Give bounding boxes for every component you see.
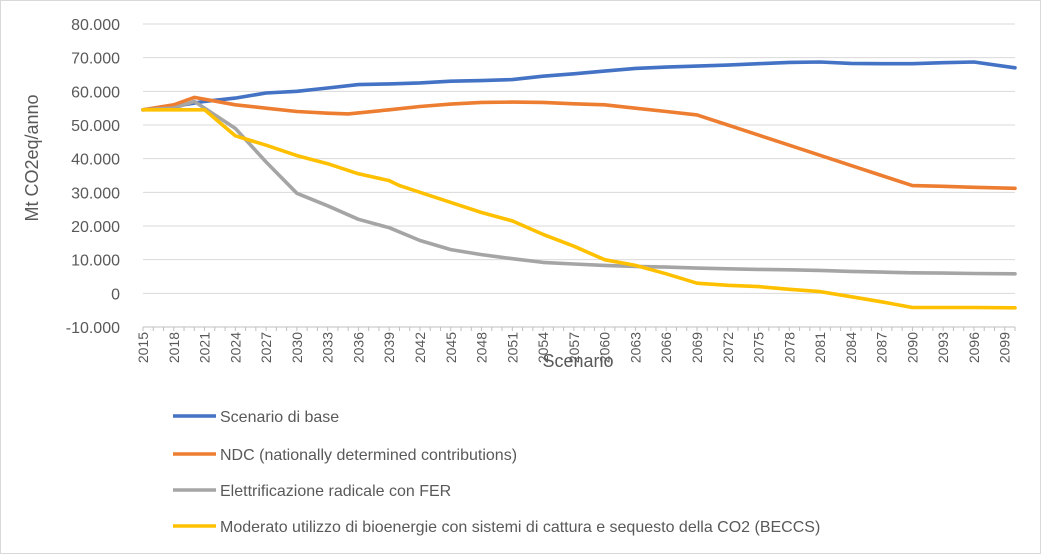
x-tick-label: 2027 [258, 332, 274, 363]
x-tick-label: 2030 [289, 332, 305, 363]
x-tick-label: 2081 [812, 332, 828, 363]
y-tick-label: 30.000 [71, 185, 120, 202]
series-line-3 [141, 99, 1017, 276]
x-tick-label: 2063 [627, 332, 643, 363]
legend-entry: Elettrificazione radicale con FER [220, 483, 451, 500]
y-tick-label: 10.000 [71, 253, 120, 270]
x-tick-label: 2066 [658, 332, 674, 363]
x-tick-label: 2048 [474, 332, 490, 363]
x-tick-label: 2045 [443, 332, 459, 363]
y-tick-label: 0 [111, 286, 120, 303]
x-tick-label: 2096 [966, 332, 982, 363]
x-tick-label: 2033 [320, 332, 336, 363]
x-tick-label: 2039 [381, 332, 397, 363]
x-tick-label: 2054 [535, 332, 551, 363]
x-tick-label: 2084 [843, 332, 859, 363]
x-axis: 2015 2018 2021 2024 2027 2030 2033 2036 2039 2042… [135, 326, 1016, 363]
x-tick-label: 2078 [781, 332, 797, 363]
y-tick-label: 40.000 [71, 152, 120, 169]
y-axis-title: Mt CO2eq/anno [22, 94, 42, 221]
x-tick-label: 2060 [597, 332, 613, 363]
x-axis-title: Scenario [542, 351, 613, 371]
x-tick-label: 2057 [566, 332, 582, 363]
series-lines [141, 60, 1017, 310]
series-line-4 [141, 108, 1017, 310]
x-tick-label: 2087 [874, 332, 890, 363]
x-tick-label: 2024 [227, 332, 243, 363]
y-tick-label: 20.000 [71, 219, 120, 236]
x-tick-label: 2072 [720, 332, 736, 363]
y-axis-tick-labels: 80.000 70.000 60.000 50.000 40.000 30.000 20.0… [66, 17, 120, 337]
x-tick-label: 2069 [689, 332, 705, 363]
x-tick-label: 2042 [412, 332, 428, 363]
x-tick-label: 2099 [997, 332, 1013, 363]
legend-entry: Moderato utilizzo di bioenergie con sist… [220, 519, 820, 536]
series-line-2 [141, 95, 1017, 191]
legend-entry: Scenario di base [220, 409, 339, 426]
x-tick-label: 2075 [751, 332, 767, 363]
y-tick-label: 60.000 [71, 84, 120, 101]
y-tick-label: 70.000 [71, 51, 120, 68]
series-line-1 [141, 60, 1017, 112]
x-tick-label: 2015 [135, 332, 151, 363]
y-tick-label: -10.000 [66, 320, 120, 337]
x-tick-label: 2051 [504, 332, 520, 363]
x-tick-label: 2018 [166, 332, 182, 363]
y-tick-label: 50.000 [71, 118, 120, 135]
x-tick-label: 2093 [935, 332, 951, 363]
x-tick-label: 2021 [197, 332, 213, 363]
x-tick-label: 2036 [350, 332, 366, 363]
x-tick-label: 2090 [904, 332, 920, 363]
legend: Scenario di base NDC (nationally determin… [173, 409, 820, 536]
legend-entry: NDC (nationally determined contributions… [220, 447, 517, 464]
y-tick-label: 80.000 [71, 17, 120, 34]
